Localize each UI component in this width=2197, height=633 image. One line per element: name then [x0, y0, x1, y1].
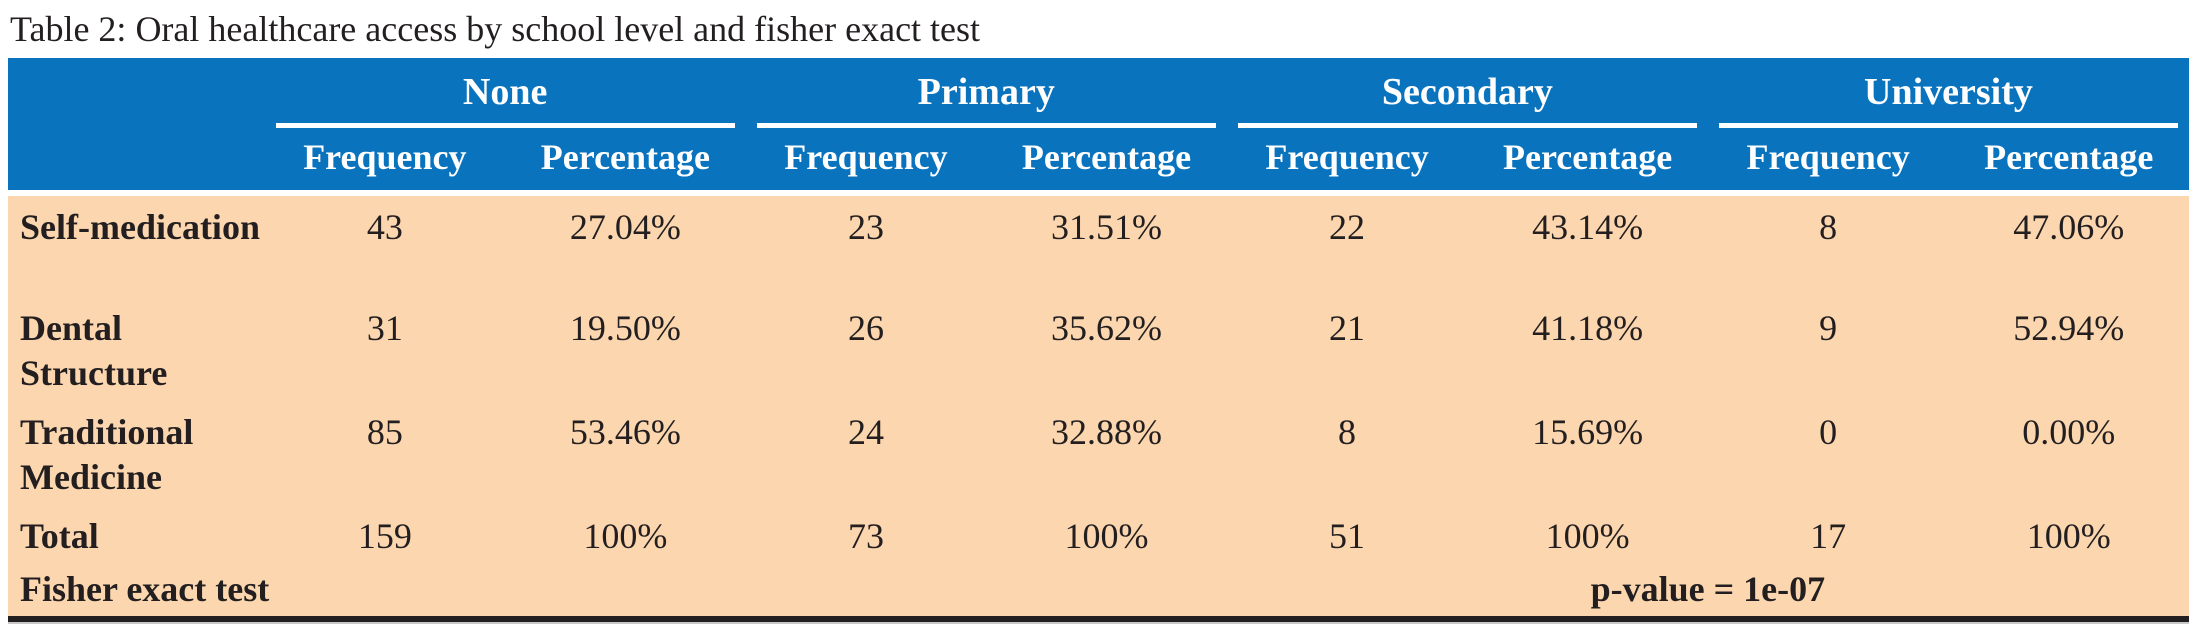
- cell: 51: [1226, 510, 1468, 563]
- col-header-primary-percentage: Percentage: [986, 128, 1227, 193]
- group-label-secondary: Secondary: [1237, 71, 1697, 129]
- cell: 27.04%: [505, 189, 746, 297]
- corner-cell: [8, 128, 265, 193]
- cell: 32.88%: [986, 400, 1227, 511]
- col-header-secondary-percentage: Percentage: [1467, 128, 1708, 193]
- cell: 31.51%: [986, 189, 1227, 297]
- cell: 21: [1226, 296, 1468, 401]
- corner-cell: [8, 57, 265, 129]
- fisher-exact-test-row: Fisher exact test p-value = 1e-07: [8, 562, 2189, 622]
- group-header-primary: Primary: [745, 57, 1227, 129]
- row-label: Dental Structure: [8, 296, 265, 401]
- cell: 43.14%: [1467, 189, 1708, 297]
- cell: 24: [745, 400, 987, 511]
- cell: 159: [264, 510, 506, 563]
- cell: 85: [264, 400, 506, 511]
- cell: 100%: [986, 510, 1227, 563]
- fisher-test-label: Fisher exact test: [8, 562, 1227, 622]
- cell: 100%: [505, 510, 746, 563]
- col-header-university-frequency: Frequency: [1707, 128, 1949, 193]
- cell: 53.46%: [505, 400, 746, 511]
- row-label: Self-medication: [8, 189, 265, 297]
- table-row-traditional-medicine: Traditional Medicine 85 53.46% 24 32.88%…: [8, 400, 2189, 511]
- cell: 35.62%: [986, 296, 1227, 401]
- cell: 0.00%: [1948, 400, 2189, 511]
- cell: 47.06%: [1948, 189, 2189, 297]
- cell: 15.69%: [1467, 400, 1708, 511]
- cell: 9: [1707, 296, 1949, 401]
- col-header-none-percentage: Percentage: [505, 128, 746, 193]
- cell: 100%: [1948, 510, 2189, 563]
- cell: 8: [1707, 189, 1949, 297]
- row-label: Traditional Medicine: [8, 400, 265, 511]
- group-label-primary: Primary: [756, 71, 1216, 129]
- cell: 17: [1707, 510, 1949, 563]
- cell: 31: [264, 296, 506, 401]
- group-label-university: University: [1718, 71, 2178, 129]
- sub-header-row: Frequency Percentage Frequency Percentag…: [8, 128, 2189, 193]
- cell: 100%: [1467, 510, 1708, 563]
- cell: 8: [1226, 400, 1468, 511]
- table-row-self-medication: Self-medication 43 27.04% 23 31.51% 22 4…: [8, 189, 2189, 297]
- group-header-secondary: Secondary: [1226, 57, 1708, 129]
- cell: 52.94%: [1948, 296, 2189, 401]
- col-header-university-percentage: Percentage: [1948, 128, 2189, 193]
- group-header-none: None: [264, 57, 746, 129]
- col-header-secondary-frequency: Frequency: [1226, 128, 1468, 193]
- col-header-primary-frequency: Frequency: [745, 128, 987, 193]
- cell: 43: [264, 189, 506, 297]
- table-title: Table 2: Oral healthcare access by schoo…: [10, 9, 981, 49]
- cell: 41.18%: [1467, 296, 1708, 401]
- cell: 22: [1226, 189, 1468, 297]
- cell: 23: [745, 189, 987, 297]
- table-header: None Primary Secondary University Freque…: [8, 57, 2189, 193]
- group-label-none: None: [275, 71, 735, 129]
- cell: 73: [745, 510, 987, 563]
- row-label: Total: [8, 510, 265, 563]
- oral-healthcare-table: None Primary Secondary University Freque…: [8, 57, 2189, 622]
- group-header-university: University: [1707, 57, 2189, 129]
- col-header-none-frequency: Frequency: [264, 128, 506, 193]
- cell: 19.50%: [505, 296, 746, 401]
- cell: 26: [745, 296, 987, 401]
- table-body: Self-medication 43 27.04% 23 31.51% 22 4…: [8, 189, 2189, 622]
- p-value: p-value = 1e-07: [1226, 562, 2189, 622]
- cell: 0: [1707, 400, 1949, 511]
- table-row-dental-structure: Dental Structure 31 19.50% 26 35.62% 21 …: [8, 296, 2189, 401]
- group-header-row: None Primary Secondary University: [8, 57, 2189, 129]
- table-row-total: Total 159 100% 73 100% 51 100% 17 100%: [8, 510, 2189, 563]
